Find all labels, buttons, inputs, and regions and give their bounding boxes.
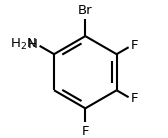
Text: $\mathregular{H_2N}$: $\mathregular{H_2N}$ xyxy=(10,37,37,52)
Text: Br: Br xyxy=(78,4,93,17)
Text: H: H xyxy=(27,38,37,51)
Text: F: F xyxy=(82,125,89,138)
Text: F: F xyxy=(131,39,139,52)
Text: F: F xyxy=(131,92,139,105)
